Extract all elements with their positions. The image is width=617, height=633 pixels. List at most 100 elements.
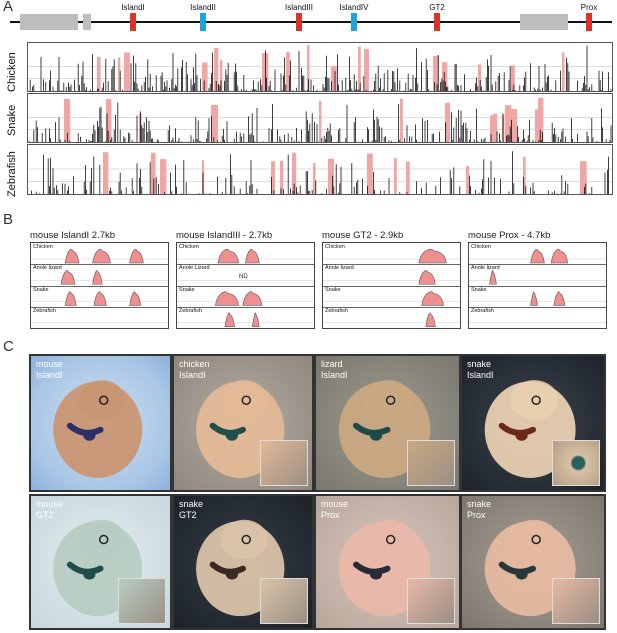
conserved-region: [511, 65, 515, 91]
conserved-region: [211, 104, 218, 142]
inset-closeup: [552, 440, 600, 486]
mini-row-label: Chicken: [179, 244, 199, 250]
conserved-region: [106, 99, 112, 142]
mini-row-label: Snake: [471, 286, 487, 293]
conserved-peak: [129, 291, 141, 306]
conserved-region: [442, 62, 448, 91]
conserved-peak: [425, 312, 436, 328]
mini-plot: Chicken Anole lizard Snake Zebrafish: [30, 242, 169, 329]
conserved-region: [493, 113, 498, 142]
peak-profile: [28, 102, 612, 142]
photo-label: snake Prox: [467, 499, 491, 521]
conserved-peak: [421, 291, 444, 306]
conserved-region: [151, 152, 156, 194]
conserved-region: [64, 98, 71, 142]
conserved-peak: [489, 270, 497, 285]
gene-box: [20, 14, 78, 30]
conserved-region: [103, 152, 109, 194]
conserved-region: [220, 59, 223, 91]
mini-plot-title: mouse GT2 - 2.9kb: [322, 230, 404, 241]
conserved-peak: [550, 248, 568, 264]
photo-label-element: IslandI: [467, 370, 494, 380]
conserved-peak: [418, 248, 447, 264]
conserved-region: [490, 115, 494, 142]
mini-plot: Chicken Anole lizard Snake Zebrafish: [468, 242, 607, 329]
photo-label-element: Prox: [467, 510, 486, 520]
conserved-peak: [418, 270, 436, 285]
mini-row-label: Chicken: [33, 244, 53, 250]
photo-label-species: chicken: [179, 359, 210, 369]
photo-label-species: snake: [179, 499, 204, 509]
conserved-region: [202, 62, 208, 91]
mini-row-label: Zebrafish: [33, 307, 56, 314]
mini-plot-title: mouse IslandI 2.7kb: [30, 230, 116, 241]
marker-label: Prox: [580, 3, 598, 12]
mini-plot: Chicken Anole lizard Snake Zebrafish: [322, 242, 461, 329]
conserved-region: [400, 98, 403, 142]
marker-label: IslandIII: [284, 3, 314, 12]
gene-box: [520, 14, 568, 30]
conserved-peak: [245, 248, 260, 264]
conserved-region: [394, 158, 397, 194]
track-box: [27, 144, 613, 195]
conserved-peak: [93, 291, 107, 306]
marker-label: IslandII: [190, 3, 216, 12]
conserved-region: [124, 52, 130, 91]
conserved-peak: [129, 248, 144, 264]
panel-b-letter: B: [3, 211, 14, 228]
photo-label: snake IslandI: [467, 359, 494, 381]
mini-row-label: Chicken: [471, 244, 491, 250]
marker-label: IslandI: [121, 3, 145, 12]
photo-label: snake GT2: [179, 499, 203, 521]
photo-label: lizard IslandI: [321, 359, 348, 381]
peak-profile: [31, 151, 609, 194]
photo-label: mouse GT2: [36, 499, 63, 521]
conserved-peak: [252, 312, 260, 328]
embryo-photo: snake GT2: [174, 496, 312, 628]
conserved-region: [280, 160, 284, 194]
conserved-region: [505, 105, 512, 142]
conserved-region: [538, 97, 544, 142]
panel-c-letter: C: [3, 338, 14, 355]
mini-row-label: Snake: [33, 286, 49, 293]
conserved-region: [214, 48, 219, 91]
conserved-region: [535, 109, 541, 142]
track-label-snake: Snake: [6, 104, 18, 136]
photo-label-species: snake: [467, 359, 492, 369]
embryo-illustration: [53, 380, 143, 478]
not-detected-label: ND: [239, 274, 248, 280]
track-label-zebrafish: Zebrafish: [6, 151, 18, 197]
mini-plot-title: mouse Prox - 4.7kb: [468, 230, 551, 241]
inset-closeup: [118, 578, 166, 624]
marker-gt2: [434, 13, 440, 31]
photo-label: chicken IslandI: [179, 359, 210, 381]
marker-islandi: [130, 13, 136, 31]
mini-row-label: Zebrafish: [179, 307, 202, 314]
photo-label-species: mouse: [36, 359, 64, 369]
photo-label: mouse Prox: [321, 499, 348, 521]
conserved-peak: [92, 270, 103, 285]
conserved-region: [331, 66, 337, 91]
conserved-region: [580, 161, 587, 194]
marker-islandiv: [351, 13, 357, 31]
mini-plot-title: mouse IslandIII - 2.7kb: [176, 230, 273, 241]
conserved-region: [307, 45, 310, 91]
mini-row-label: Zebrafish: [325, 307, 348, 314]
conserved-peak: [553, 291, 566, 306]
photo-label-element: IslandI: [36, 370, 63, 380]
conserved-peak: [92, 248, 111, 264]
conserved-region: [478, 64, 482, 91]
mini-row-label: Zebrafish: [471, 307, 494, 314]
marker-label: IslandIV: [339, 3, 369, 12]
mini-row-label: Anole lizard: [325, 265, 354, 272]
conserved-peak: [217, 248, 239, 264]
conserved-region: [466, 166, 470, 194]
conserved-peak: [215, 291, 239, 306]
inset-closeup: [407, 578, 455, 624]
marker-islandii: [200, 13, 206, 31]
conserved-peak: [60, 270, 76, 285]
mini-row-label: Snake: [179, 286, 195, 293]
conserved-region: [523, 156, 526, 194]
conserved-peak: [530, 291, 538, 306]
mini-row-label: Chicken: [325, 244, 345, 250]
